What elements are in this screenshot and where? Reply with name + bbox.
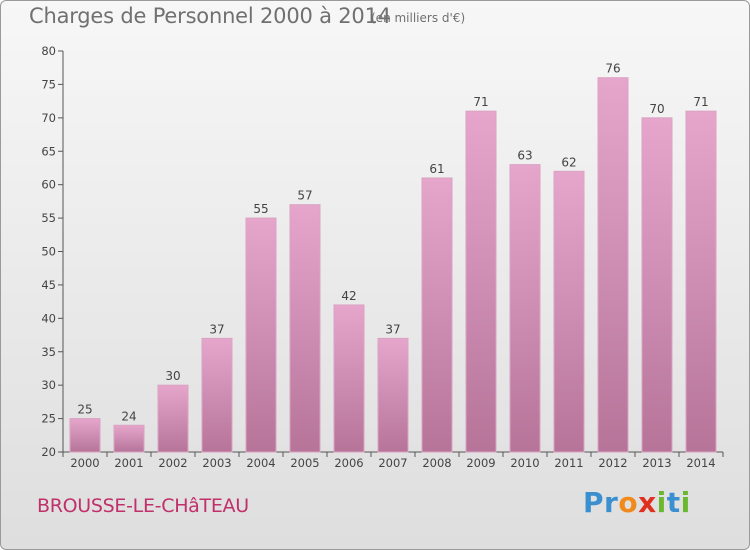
data-label-2001: 24: [121, 409, 136, 423]
x-tick-label: 2004: [246, 456, 275, 470]
logo-letter: r: [604, 486, 619, 519]
x-tick-label: 2000: [70, 456, 99, 470]
data-label-2009: 71: [473, 95, 488, 109]
logo-letter: i: [656, 486, 667, 519]
data-label-2012: 76: [605, 62, 620, 76]
x-tick-label: 2013: [642, 456, 671, 470]
bar-2006: [333, 304, 365, 453]
bar-2008: [421, 177, 453, 453]
y-tick-label: 75: [41, 77, 56, 91]
y-tick-label: 30: [41, 378, 56, 392]
data-label-2014: 71: [693, 95, 708, 109]
y-tick-label: 70: [41, 111, 56, 125]
y-tick-label: 50: [41, 245, 56, 259]
bar-2009: [465, 110, 497, 453]
logo-letter: t: [666, 486, 681, 519]
y-axis: 20 25 30 35 40 45 50 55 60 65 70 75 80: [41, 44, 64, 459]
x-tick-label: 2009: [466, 456, 495, 470]
x-tick-label: 2014: [686, 456, 715, 470]
y-tick-label: 45: [41, 278, 56, 292]
bars: [69, 77, 717, 453]
data-label-2008: 61: [429, 162, 444, 176]
x-tick-label: 2003: [202, 456, 231, 470]
data-label-2000: 25: [77, 403, 92, 417]
bar-2004: [245, 217, 277, 453]
x-tick-label: 2008: [422, 456, 451, 470]
y-tick-label: 55: [41, 211, 56, 225]
bar-2001: [113, 424, 145, 453]
data-label-2007: 37: [385, 322, 400, 336]
bar-2007: [377, 337, 409, 453]
chart-title: Charges de Personnel 2000 à 2014: [29, 4, 391, 28]
x-tick-label: 2010: [510, 456, 539, 470]
data-label-2005: 57: [297, 189, 312, 203]
y-tick-label: 60: [41, 178, 56, 192]
x-tick-label: 2006: [334, 456, 363, 470]
x-tick-label: 2001: [114, 456, 143, 470]
logo-letter: i: [680, 486, 691, 519]
data-label-2006: 42: [341, 289, 356, 303]
bar-2005: [289, 204, 321, 453]
y-tick-label: 40: [41, 311, 56, 325]
y-tick-label: 20: [41, 445, 56, 459]
bar-2010: [509, 164, 541, 453]
logo-letter: o: [618, 486, 639, 519]
bar-2002: [157, 384, 189, 453]
x-tick-label: 2012: [598, 456, 627, 470]
data-label-2002: 30: [165, 369, 180, 383]
proxiti-logo: Proxiti: [583, 486, 691, 519]
y-tick-label: 35: [41, 345, 56, 359]
y-tick-label: 25: [41, 412, 56, 426]
y-tick-label: 65: [41, 144, 56, 158]
data-label-2013: 70: [649, 102, 664, 116]
logo-letter: x: [638, 486, 657, 519]
bar-2000: [69, 418, 101, 453]
bar-2013: [641, 117, 673, 453]
y-tick-label: 80: [41, 44, 56, 58]
bar-2003: [201, 337, 233, 453]
data-label-2010: 63: [517, 149, 532, 163]
x-tick-label: 2002: [158, 456, 187, 470]
commune-name: BROUSSE-LE-CHâTEAU: [37, 495, 249, 517]
data-label-2011: 62: [561, 155, 576, 169]
data-label-2003: 37: [209, 322, 224, 336]
x-tick-label: 2007: [378, 456, 407, 470]
chart-subtitle: (en milliers d'€): [371, 11, 466, 25]
data-label-2004: 55: [253, 202, 268, 216]
x-axis: 2000 2001 2002 2003 2004 2005 2006 2007 2008 2009…: [62, 451, 724, 470]
logo-letter: P: [583, 486, 605, 519]
bar-2011: [553, 170, 585, 453]
x-tick-label: 2005: [290, 456, 319, 470]
data-labels: 25 24 30 37 55 57 42 37 61 71 63 62 76 70 71: [77, 62, 708, 424]
bar-2014: [685, 110, 717, 453]
x-tick-label: 2011: [554, 456, 583, 470]
bar-2012: [597, 77, 629, 453]
